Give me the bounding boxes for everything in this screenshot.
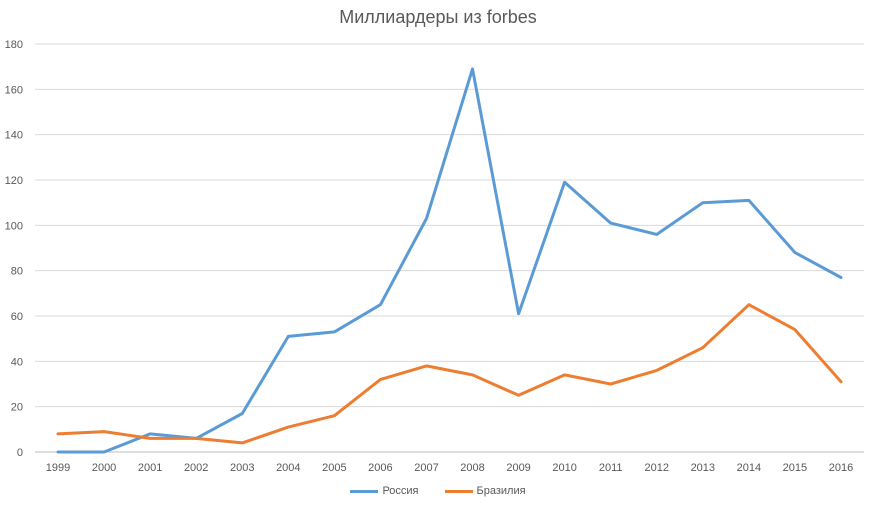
data-point[interactable] — [56, 432, 60, 436]
data-point[interactable] — [378, 377, 382, 381]
y-tick-label: 40 — [11, 356, 23, 368]
gridlines — [35, 43, 864, 453]
x-tick-label: 2013 — [691, 462, 715, 474]
y-tick-label: 0 — [17, 447, 23, 459]
data-point[interactable] — [517, 312, 521, 316]
y-tick-label: 20 — [11, 402, 23, 414]
data-point[interactable] — [747, 303, 751, 307]
legend-label-russia: Россия — [382, 485, 419, 497]
data-point[interactable] — [655, 368, 659, 372]
data-point[interactable] — [332, 414, 336, 418]
x-tick-label: 2004 — [276, 462, 300, 474]
data-point[interactable] — [609, 382, 613, 386]
data-point[interactable] — [286, 425, 290, 429]
x-tick-label: 2007 — [414, 462, 438, 474]
data-point[interactable] — [332, 330, 336, 334]
legend-item-russia[interactable]: Россия — [350, 485, 419, 497]
legend-swatch-russia — [350, 489, 379, 493]
data-point[interactable] — [194, 436, 198, 440]
x-tick-label: 2002 — [184, 462, 208, 474]
data-point[interactable] — [286, 334, 290, 338]
data-point[interactable] — [839, 275, 843, 279]
data-point[interactable] — [701, 346, 705, 350]
x-tick-label: 2006 — [368, 462, 392, 474]
y-tick-label: 60 — [11, 311, 23, 323]
x-tick-label: 2008 — [460, 462, 484, 474]
y-tick-label: 100 — [5, 220, 23, 232]
x-tick-label: 2016 — [829, 462, 853, 474]
x-tick-label: 2003 — [230, 462, 254, 474]
data-point[interactable] — [839, 380, 843, 384]
x-tick-label: 1999 — [46, 462, 70, 474]
y-tick-label: 180 — [5, 39, 23, 51]
x-tick-label: 2005 — [322, 462, 346, 474]
chart-title: Миллиардеры из forbes — [339, 7, 537, 27]
series-line-brazil[interactable] — [56, 303, 843, 445]
legend-label-brazil: Бразилия — [476, 485, 526, 497]
x-tick-label: 2009 — [506, 462, 530, 474]
data-point[interactable] — [148, 436, 152, 440]
data-point[interactable] — [56, 450, 60, 454]
data-point[interactable] — [424, 217, 428, 221]
x-tick-label: 2014 — [737, 462, 761, 474]
x-tick-label: 2001 — [138, 462, 162, 474]
data-point[interactable] — [471, 67, 475, 71]
data-point[interactable] — [517, 393, 521, 397]
data-point[interactable] — [240, 441, 244, 445]
y-tick-label: 80 — [11, 266, 23, 278]
x-tick-label: 2012 — [645, 462, 669, 474]
x-tick-label: 2010 — [552, 462, 576, 474]
data-point[interactable] — [793, 251, 797, 255]
legend-swatch-brazil — [444, 489, 473, 493]
data-point[interactable] — [471, 373, 475, 377]
data-point[interactable] — [747, 198, 751, 202]
data-point[interactable] — [240, 411, 244, 415]
data-point[interactable] — [148, 432, 152, 436]
data-point[interactable] — [609, 221, 613, 225]
legend: Россия Бразилия — [0, 485, 876, 497]
series-lines — [56, 67, 843, 454]
legend-item-brazil[interactable]: Бразилия — [444, 485, 526, 497]
data-point[interactable] — [378, 303, 382, 307]
data-point[interactable] — [102, 430, 106, 434]
data-point[interactable] — [102, 450, 106, 454]
y-axis-tick-labels: 0 20 40 60 80 100 120 140 160 180 — [5, 39, 23, 459]
series-line-russia[interactable] — [56, 67, 843, 454]
data-point[interactable] — [701, 201, 705, 205]
y-tick-label: 120 — [5, 175, 23, 187]
x-tick-label: 2011 — [599, 462, 623, 474]
data-point[interactable] — [563, 373, 567, 377]
y-tick-label: 140 — [5, 130, 23, 142]
data-point[interactable] — [655, 232, 659, 236]
x-axis-tick-labels: 1999 2000 2001 2002 2003 2004 2005 2006 2007 2008… — [46, 462, 853, 474]
y-tick-label: 160 — [5, 84, 23, 96]
data-point[interactable] — [424, 364, 428, 368]
data-point[interactable] — [793, 328, 797, 332]
x-tick-label: 2015 — [783, 462, 807, 474]
data-point[interactable] — [563, 180, 567, 184]
x-tick-label: 2000 — [92, 462, 116, 474]
